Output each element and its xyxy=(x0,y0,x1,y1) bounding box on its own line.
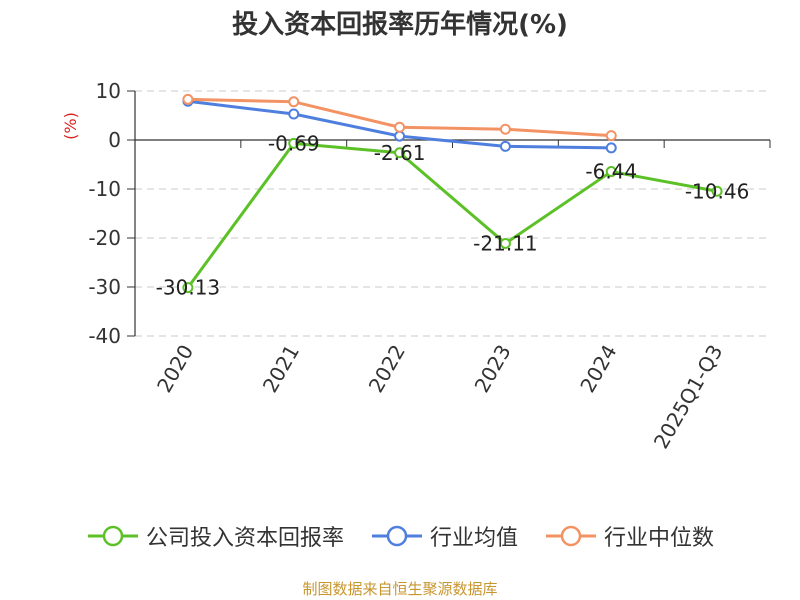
data-point xyxy=(605,130,617,142)
data-point xyxy=(182,93,194,105)
series-line xyxy=(186,141,718,289)
x-tick-label: 2022 xyxy=(364,341,410,397)
data-point xyxy=(394,121,406,133)
x-tick-label: 2023 xyxy=(470,340,516,396)
data-label: -30.13 xyxy=(156,276,220,300)
data-point xyxy=(499,237,511,249)
data-point xyxy=(394,147,406,159)
data-point xyxy=(288,137,300,149)
legend-label: 公司投入资本回报率 xyxy=(145,526,344,551)
legend-swatch-icon xyxy=(87,525,138,547)
legend: 公司投入资本回报率 行业均值 行业中位数 xyxy=(0,520,800,552)
data-point xyxy=(711,185,723,197)
x-tick-label: 2025Q1-Q3 xyxy=(649,341,728,453)
y-axis-label: (%) xyxy=(61,112,80,140)
source-note: 制图数据来自恒生聚源数据库 xyxy=(302,580,498,598)
data-label: -2.61 xyxy=(374,141,426,165)
y-tick-label: 0 xyxy=(108,128,121,152)
data-point xyxy=(182,282,194,294)
line-chart: 10 0 -10 -20 -30 -40 (%) 2020 2021 2022 2023 2024 20… xyxy=(61,79,771,453)
data-point xyxy=(288,96,300,108)
legend-swatch-icon xyxy=(546,525,596,547)
legend-item[interactable]: 行业均值 xyxy=(370,520,518,552)
legend-item[interactable]: 公司投入资本回报率 xyxy=(86,520,344,552)
chart-title: 投入资本回报率历年情况(%) xyxy=(232,10,568,40)
legend-swatch-icon xyxy=(371,525,422,547)
data-label: -21.11 xyxy=(473,231,537,255)
y-tick-label: 10 xyxy=(96,79,121,103)
y-tick-label: -10 xyxy=(88,177,121,201)
data-point xyxy=(605,142,617,154)
data-label: -10.46 xyxy=(685,179,749,203)
series-lines xyxy=(182,93,723,294)
data-point xyxy=(499,123,511,135)
data-label: -6.44 xyxy=(585,160,637,184)
legend-label: 行业均值 xyxy=(429,526,518,551)
data-point xyxy=(499,140,511,152)
data-point xyxy=(605,166,617,178)
x-tick-label: 2020 xyxy=(152,341,198,397)
y-tick-label: -20 xyxy=(88,226,121,250)
data-point xyxy=(394,130,406,142)
data-labels: -30.13 -0.69 -2.61 -21.11 -6.44 -10.46 xyxy=(156,131,750,299)
y-tick-label: -30 xyxy=(88,275,121,299)
legend-label: 行业中位数 xyxy=(604,526,715,551)
legend-item[interactable]: 行业中位数 xyxy=(544,520,714,552)
x-tick-label: 2024 xyxy=(575,341,621,397)
data-point xyxy=(288,108,300,120)
grid-lines xyxy=(135,90,770,337)
axes: 10 0 -10 -20 -30 -40 (%) 2020 2021 2022 2023 2024 20… xyxy=(61,79,771,453)
data-label: -0.69 xyxy=(268,131,320,155)
x-tick-label: 2021 xyxy=(258,341,304,397)
y-tick-label: -40 xyxy=(88,324,121,348)
